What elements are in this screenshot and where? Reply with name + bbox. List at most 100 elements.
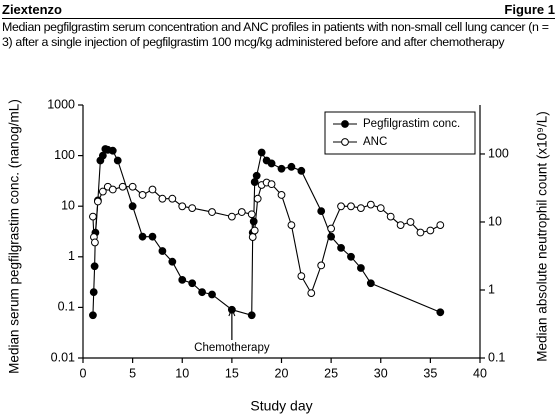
data-point [89,212,97,221]
data-point [386,212,395,221]
y-tick-label: 0.01 [51,350,75,364]
data-point [297,166,306,175]
x-tick-label: 35 [423,366,437,380]
data-point [208,290,216,299]
y-axis-label: Median serum pegfilgrastim conc. (nanog/… [7,99,22,374]
data-point [250,226,259,235]
data-point [98,187,107,196]
data-point [128,202,137,211]
y2-tick-label: 10 [488,214,502,228]
data-point [277,164,286,173]
y-tick-label: 1000 [47,97,75,111]
data-point [277,191,286,199]
data-point [317,207,326,216]
y2-tick-label: 100 [488,146,509,160]
header-right: Figure 1 [504,2,555,17]
data-point [287,162,296,171]
data-point [118,182,127,191]
series-line [92,148,441,316]
data-point [248,233,257,241]
y2-axis-label: Median absolute neutrophil count (x10⁹/L… [535,111,550,361]
data-point [297,272,306,281]
data-point [108,185,117,194]
y-tick-label: 0.1 [58,300,75,314]
data-point [237,208,246,216]
data-point [98,151,107,160]
data-point [406,218,415,226]
data-point [113,156,122,165]
y-tick-label: 100 [54,148,75,162]
data-point [396,221,405,229]
data-point [247,311,256,320]
x-tick-label: 10 [175,366,189,380]
x-tick-label: 25 [324,366,338,380]
data-point [376,204,385,213]
x-tick-label: 20 [275,366,289,380]
data-point [426,226,435,235]
data-point [357,204,365,213]
data-point [436,308,445,317]
y-tick-label: 1 [68,249,75,263]
data-point [188,204,197,213]
data-point [337,243,345,252]
data-point [89,311,97,320]
x-axis-label: Study day [250,398,312,414]
data-point [250,178,259,186]
legend-label: ANC [363,136,387,148]
data-point [267,180,276,189]
data-point [247,210,256,219]
data-point [257,148,266,157]
x-tick-label: 30 [374,366,388,380]
data-point [252,171,261,180]
data-point [317,261,326,270]
data-point [158,247,167,255]
data-point [168,194,177,203]
data-point [366,279,375,288]
header: Ziextenzo Figure 1 [2,1,555,19]
caption: Median pegfilgrastim serum concentration… [2,20,549,49]
x-tick-label: 0 [80,366,87,380]
data-point [178,202,187,211]
data-point [347,202,355,211]
data-point [307,289,316,298]
y-tick-label: 10 [61,198,75,212]
data-point [287,221,296,229]
data-point [178,275,187,284]
data-point [188,279,197,288]
data-point [158,194,167,203]
data-point [208,208,216,216]
legend-box [324,111,476,155]
data-point [128,182,137,191]
header-left: Ziextenzo [2,2,62,17]
data-point [227,305,236,314]
y2-tick-label: 0.1 [488,350,505,364]
data-point [91,238,99,247]
data-point [267,159,276,168]
data-point [253,194,262,203]
data-point [357,264,365,272]
x-tick-label: 15 [225,366,239,380]
data-point [168,257,177,266]
data-point [347,252,355,261]
data-point [89,288,98,297]
data-point [148,185,157,194]
data-point [436,221,445,229]
x-tick-label: 40 [473,366,487,380]
data-point [366,200,375,209]
data-point [337,202,345,211]
data-point [148,232,157,241]
y2-tick-label: 1 [488,282,495,296]
data-point [138,232,147,241]
data-point [93,197,102,206]
legend-marker [341,138,349,146]
data-point [327,224,336,233]
data-point [138,191,147,199]
legend-marker [341,120,349,128]
data-point [90,262,99,271]
data-point [108,146,117,155]
data-point [198,288,207,297]
x-tick-label: 5 [129,366,136,380]
data-point [416,228,425,237]
